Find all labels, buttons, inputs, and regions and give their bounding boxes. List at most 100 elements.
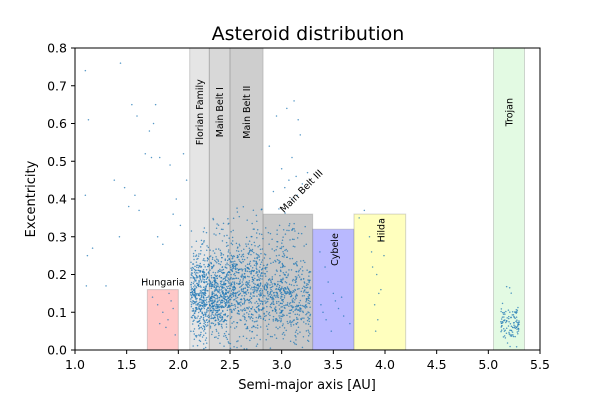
scatter-point [303,245,305,247]
scatter-point [230,242,233,244]
scatter-point [249,330,251,332]
scatter-point [509,335,512,337]
scatter-point [296,288,299,290]
scatter-point [207,296,209,298]
scatter-point [197,311,200,314]
scatter-point [296,321,299,324]
scatter-point [232,304,234,307]
scatter-point [269,335,272,338]
scatter-point [249,295,251,298]
scatter-point [238,215,241,218]
region-label-main-belt-ii: Main Belt II [242,86,253,139]
scatter-point [236,346,238,349]
scatter-point [260,208,263,211]
scatter-point [198,253,200,255]
scatter-point [220,289,223,291]
scatter-point [250,307,253,310]
scatter-point [284,249,286,252]
scatter-point [503,311,506,314]
scatter-point [287,273,290,275]
scatter-point [300,260,302,262]
scatter-point [206,245,208,247]
scatter-point [230,293,232,295]
scatter-point [200,286,202,288]
scatter-point [286,314,288,317]
scatter-point [278,317,281,319]
scatter-point [237,303,239,306]
scatter-point [253,228,255,230]
scatter-point [191,246,193,248]
scatter-point [283,297,286,299]
region-label-hungaria: Hungaria [141,278,184,289]
scatter-point [277,280,279,283]
scatter-point [192,292,194,295]
scatter-point [295,343,298,346]
scatter-point [191,288,194,290]
scatter-point [174,334,176,336]
scatter-point [232,264,234,267]
scatter-point [220,323,223,326]
scatter-point [208,320,210,323]
scatter-point [281,310,283,312]
scatter-point [195,293,198,295]
scatter-point [274,273,276,276]
scatter-point [134,194,136,196]
scatter-point [263,287,266,290]
scatter-point [240,319,242,322]
scatter-point [296,265,298,267]
scatter-point [299,304,302,307]
scatter-point [259,293,262,295]
scatter-point [196,317,198,319]
scatter-point [288,222,291,225]
scatter-point [222,306,225,308]
scatter-point [224,284,226,286]
scatter-point [217,271,219,273]
scatter-point [292,324,295,326]
scatter-point [505,332,508,334]
scatter-point [213,302,215,304]
scatter-point [226,300,228,302]
scatter-point [212,217,214,220]
scatter-point [219,314,222,317]
scatter-point [264,275,267,277]
scatter-point [211,317,213,319]
scatter-point [221,266,223,269]
scatter-point [252,286,255,289]
scatter-point [216,307,219,309]
scatter-point [306,312,308,315]
scatter-point [213,314,215,316]
scatter-point [236,291,239,293]
scatter-point [258,270,260,273]
scatter-point [271,238,273,240]
scatter-point [221,256,223,259]
scatter-point [271,335,273,338]
scatter-point [219,282,222,285]
scatter-point [256,291,258,293]
scatter-point [240,301,242,303]
scatter-point [257,302,259,305]
scatter-point [231,243,234,246]
scatter-point [217,317,219,320]
scatter-point [270,297,273,299]
scatter-point [271,298,273,301]
scatter-point [271,248,273,250]
scatter-point [305,284,308,287]
scatter-point [291,198,293,200]
scatter-point [249,339,251,342]
scatter-point [216,258,218,260]
scatter-point [195,302,197,304]
scatter-point [204,339,207,341]
scatter-point [501,322,503,324]
scatter-point [282,271,285,274]
scatter-point [217,304,219,306]
scatter-point [241,295,243,297]
scatter-point [230,302,233,305]
scatter-point [227,249,230,251]
scatter-point [223,281,225,283]
scatter-point [295,270,298,273]
scatter-point [202,269,205,271]
scatter-point [502,313,505,315]
scatter-point [256,270,258,273]
scatter-point [273,303,275,306]
